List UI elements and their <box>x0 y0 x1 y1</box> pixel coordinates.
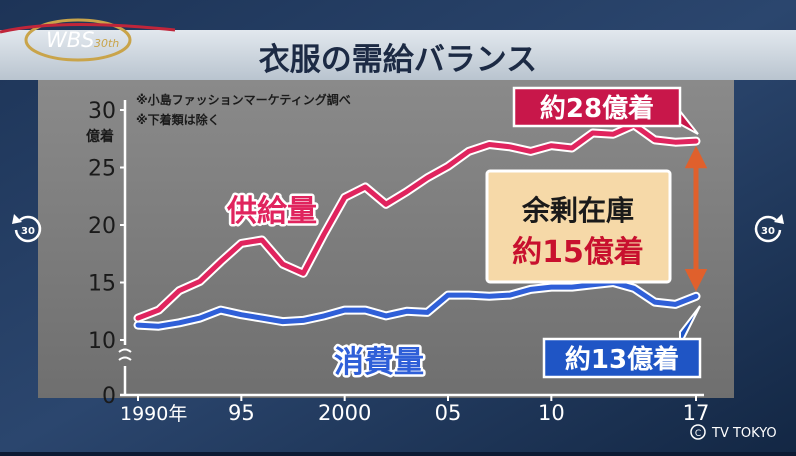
forward-arrow-icon <box>774 214 784 224</box>
copyright-icon <box>690 424 706 440</box>
series-label-demand: 消費量 <box>334 345 424 380</box>
chart-note-source: ※小島ファッションマーケティング調べ <box>136 92 351 107</box>
y-tick-label: 30 <box>88 99 116 124</box>
forward-label: 30 <box>761 226 775 237</box>
demand-end-value: 約13億着 <box>565 344 679 375</box>
rewind-arrow-icon <box>12 214 22 224</box>
rewind-label: 30 <box>21 226 35 237</box>
wbs-logo-text: WBS <box>46 28 95 52</box>
copyright-mark: C <box>695 429 701 439</box>
x-tick-label: 95 <box>228 401 255 425</box>
supply-callout-box <box>512 86 682 128</box>
surplus-label: 余剰在庫 <box>521 194 634 227</box>
chart-note-exclusion: ※下着類は除く <box>136 112 220 127</box>
x-tick-label: 17 <box>683 401 710 425</box>
rewind-30-button[interactable]: 30 <box>12 214 42 243</box>
x-tick-label: 2000 <box>318 401 371 425</box>
surplus-callout: 余剰在庫 約15億着 <box>485 169 672 284</box>
y-tick-label: 15 <box>88 272 116 297</box>
y-tick-label: 10 <box>88 329 116 354</box>
y-tick-label: 20 <box>88 214 116 239</box>
wbs-logo-sub: 30th <box>94 37 119 50</box>
demand-end-callout: 約13億着 <box>542 305 702 379</box>
supply-end-callout: 約28億着 <box>512 86 699 135</box>
demand-callout-box <box>542 337 702 379</box>
series-line-demand <box>135 280 699 329</box>
y-axis-label: 億着 <box>86 128 114 145</box>
copyright: C TV TOKYO <box>690 424 777 441</box>
y-tick-label: 0 <box>102 384 116 409</box>
series-line-supply <box>135 122 699 321</box>
forward-icon <box>754 215 782 243</box>
y-tick-label: 25 <box>88 157 116 182</box>
rewind-icon <box>14 215 42 243</box>
chart-title: 衣服の需給バランス <box>259 42 537 78</box>
x-tick-label: 10 <box>538 401 565 425</box>
title-band <box>0 30 796 80</box>
copyright-text: TV TOKYO <box>711 426 777 441</box>
surplus-box <box>485 169 672 284</box>
supply-end-value: 約28億着 <box>540 93 654 124</box>
surplus-value: 約15億着 <box>512 235 644 270</box>
series-label-supply: 供給量 <box>226 194 317 229</box>
wbs-logo: WBS 30th <box>0 18 176 62</box>
forward-30-button[interactable]: 30 <box>754 214 784 243</box>
x-tick-label: 1990年 <box>120 403 187 425</box>
x-tick-label: 05 <box>435 401 462 425</box>
y-axis-break <box>118 348 132 361</box>
